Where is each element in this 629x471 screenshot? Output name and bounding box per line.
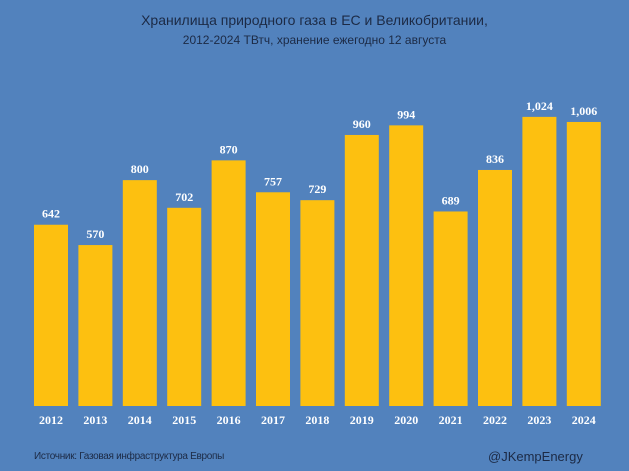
x-tick-label: 2015 [172, 413, 196, 427]
bar-2020 [389, 125, 424, 407]
chart-title: Хранилища природного газа в ЕС и Великоб… [141, 12, 488, 28]
x-tick-label: 2021 [439, 413, 463, 427]
x-tick-label: 2017 [261, 413, 285, 427]
source-note: Источник: Газовая инфраструктура Европы [34, 451, 225, 462]
x-tick-label: 2013 [83, 413, 107, 427]
value-label: 702 [175, 190, 193, 204]
bar-2023 [522, 116, 557, 407]
x-tick-label: 2019 [350, 413, 374, 427]
x-tick-label: 2020 [394, 413, 418, 427]
value-label: 570 [86, 227, 104, 241]
bar-2015 [167, 207, 202, 406]
value-label: 1,006 [570, 104, 597, 118]
bar-2018 [300, 200, 335, 406]
value-label: 757 [264, 174, 282, 188]
x-tick-label: 2024 [572, 413, 596, 427]
author-handle: @JKempEnergy [488, 449, 583, 464]
chart-subtitle: 2012-2024 ТВтч, хранение ежегодно 12 авг… [182, 33, 447, 47]
bar-2019 [344, 134, 379, 406]
value-label: 870 [220, 142, 238, 156]
bar-2017 [256, 192, 290, 406]
bar-2012 [34, 224, 68, 406]
value-label: 689 [442, 193, 460, 207]
value-label: 642 [42, 207, 60, 221]
x-tick-label: 2022 [483, 413, 507, 427]
bar-2013 [78, 245, 113, 406]
x-tick-label: 2014 [128, 413, 152, 427]
bar-2021 [433, 211, 468, 406]
bar-2014 [122, 180, 157, 406]
value-label: 729 [308, 182, 326, 196]
value-label: 836 [486, 152, 504, 166]
x-tick-label: 2016 [217, 413, 241, 427]
bar-2016 [211, 160, 246, 406]
bar-2022 [478, 169, 512, 406]
bar-2024 [566, 121, 601, 407]
x-tick-label: 2018 [305, 413, 329, 427]
x-tick-label: 2023 [527, 413, 551, 427]
value-label: 960 [353, 117, 371, 131]
value-label: 800 [131, 162, 149, 176]
x-tick-label: 2012 [39, 413, 63, 427]
value-label: 994 [397, 107, 415, 121]
value-label: 1,024 [526, 99, 553, 113]
